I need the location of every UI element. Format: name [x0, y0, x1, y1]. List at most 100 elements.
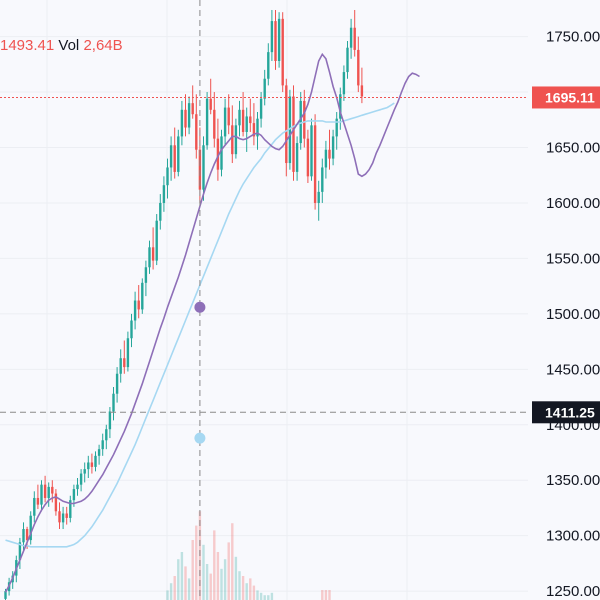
- candle: [245, 107, 248, 152]
- volume-bar: [249, 578, 252, 600]
- candle: [36, 484, 40, 510]
- candle: [195, 94, 198, 159]
- candle: [22, 522, 25, 552]
- candle: [54, 489, 58, 516]
- candle: [162, 176, 166, 212]
- legend-vol-label: Vol: [58, 37, 80, 54]
- volume-bar: [256, 590, 259, 600]
- candle: [151, 227, 155, 270]
- candle: [209, 78, 212, 115]
- volume-bar: [234, 556, 238, 600]
- candle: [97, 444, 101, 465]
- candle: [357, 36, 360, 93]
- candle: [58, 502, 61, 530]
- volume-bar: [241, 576, 245, 600]
- candle: [112, 387, 115, 421]
- candle: [252, 103, 256, 146]
- volume-bar: [187, 578, 191, 600]
- ohlc-legend: 1493.41 Vol 2,64B: [0, 37, 123, 54]
- volume-bar: [267, 595, 270, 600]
- candle: [346, 41, 349, 79]
- volume-bar: [202, 544, 205, 600]
- candle: [187, 96, 191, 135]
- candle: [205, 92, 209, 150]
- candle: [295, 136, 299, 181]
- candle: [249, 98, 252, 132]
- candle: [29, 511, 32, 545]
- volume-bar: [177, 559, 180, 600]
- price-lines: [0, 0, 528, 600]
- legend-price: 1493.41: [0, 37, 55, 54]
- volume-bar: [195, 525, 198, 600]
- tick-label-1350: 1350.00: [546, 472, 600, 489]
- candle: [349, 18, 353, 59]
- candle: [299, 92, 302, 150]
- volume-bar: [216, 552, 220, 600]
- candle: [317, 180, 320, 221]
- candle: [331, 129, 335, 166]
- candle: [335, 112, 338, 150]
- candle: [220, 129, 223, 177]
- candle: [61, 506, 65, 530]
- candle: [155, 214, 158, 266]
- candles: [4, 9, 364, 600]
- crosshair-price-badge: [532, 401, 600, 424]
- volume-bar: [220, 568, 223, 600]
- last-price-badge: [532, 86, 600, 109]
- candle: [191, 85, 194, 119]
- candle: [234, 118, 238, 159]
- candle: [277, 12, 281, 68]
- volume-bar: [180, 552, 184, 600]
- tick-label-1600: 1600.00: [546, 195, 600, 212]
- candle: [159, 194, 162, 230]
- candle: [76, 478, 79, 496]
- volume-bar: [169, 583, 173, 600]
- candle: [166, 158, 169, 199]
- candle: [173, 127, 176, 179]
- candle: [69, 495, 72, 523]
- candle: [101, 433, 104, 456]
- candle: [231, 105, 234, 164]
- candle: [43, 475, 47, 503]
- candle: [324, 140, 328, 179]
- volume-bar: [191, 540, 194, 600]
- candle: [115, 367, 119, 403]
- last-price-label: 1695.11: [545, 89, 595, 105]
- candle: [169, 136, 173, 181]
- volume-bar: [173, 576, 176, 600]
- volume-bar: [231, 523, 234, 600]
- candle: [227, 94, 230, 135]
- candle: [238, 100, 241, 137]
- tick-label-1300: 1300.00: [546, 528, 600, 545]
- volume-bar: [205, 564, 209, 600]
- candle: [223, 98, 227, 146]
- candle: [47, 482, 50, 507]
- volume-bars: [166, 511, 331, 600]
- candle: [126, 331, 130, 372]
- candle: [18, 537, 22, 569]
- legend-vol-value: 2,64B: [83, 37, 123, 54]
- volume-bar: [324, 590, 328, 600]
- candle: [313, 114, 317, 210]
- candle: [65, 506, 68, 525]
- candle: [288, 89, 292, 170]
- tick-label-1650: 1650.00: [546, 140, 600, 157]
- candle: [303, 89, 306, 148]
- candle: [216, 118, 220, 181]
- candle: [184, 94, 187, 137]
- candle: [119, 349, 122, 383]
- candle: [141, 278, 144, 314]
- candle: [180, 100, 184, 146]
- candle: [306, 129, 310, 183]
- candle: [90, 453, 94, 474]
- candle: [148, 240, 151, 274]
- candle: [281, 12, 284, 93]
- volume-bar: [166, 590, 169, 600]
- tick-label-1250: 1250.00: [546, 583, 600, 600]
- volume-bar: [213, 530, 216, 600]
- candle: [130, 313, 133, 348]
- candle: [79, 469, 83, 492]
- price-axis[interactable]: 1250.001300.001350.001400.001450.001500.…: [532, 29, 600, 600]
- candle: [33, 491, 36, 523]
